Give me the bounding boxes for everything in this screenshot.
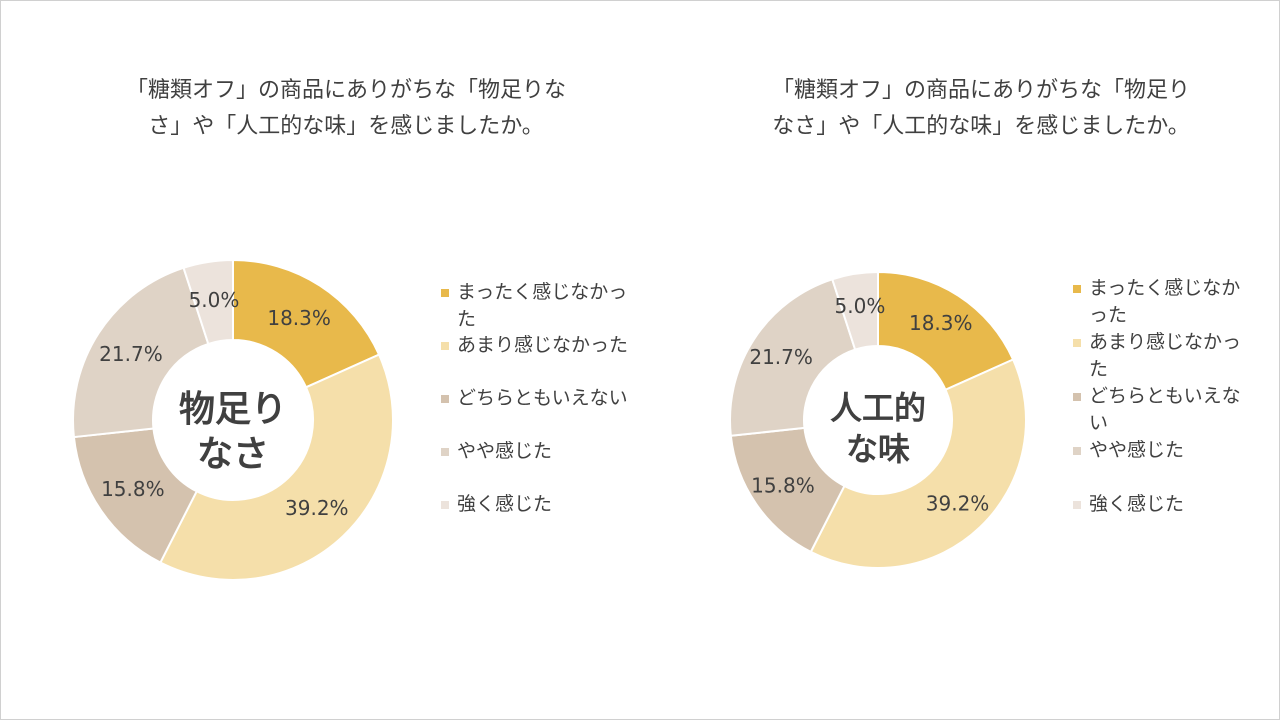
legend-label: やや感じた [1089, 439, 1185, 461]
chart-panel-right: 「糖類オフ」の商品にありがちな「物足り なさ」や「人工的な味」を感じましたか。 … [641, 1, 1279, 719]
legend-label: どちらともいえない [1089, 385, 1241, 434]
donut-slice [877, 270, 1015, 392]
center-label-line-2: な味 [846, 430, 910, 468]
legend-swatch [1073, 447, 1081, 455]
legend-right: まったく感じなかった あまり感じなかった どちらともいえない やや感じた 強く感… [1073, 275, 1253, 545]
donut-slice [182, 258, 234, 346]
legend-swatch [1073, 285, 1081, 293]
legend-item: 強く感じた [441, 491, 636, 544]
legend-swatch [441, 395, 449, 403]
data-label: 21.7% [749, 345, 813, 369]
data-label: 5.0% [835, 294, 886, 318]
data-label: 39.2% [926, 492, 990, 516]
legend-label: あまり感じなかった [457, 334, 629, 356]
legend-item: あまり感じなかった [1073, 329, 1253, 383]
legend-left: まったく感じなかった あまり感じなかった どちらともいえない やや感じた 強く感… [441, 279, 636, 544]
data-label: 21.7% [99, 342, 163, 366]
chart-title-line: 「糖類オフ」の商品にありがちな「物足り [771, 78, 1190, 103]
legend-swatch [441, 342, 449, 350]
legend-label: まったく感じなかった [457, 281, 628, 330]
legend-item: あまり感じなかった [441, 332, 636, 385]
data-label: 15.8% [101, 477, 165, 501]
legend-item: どちらともいえない [441, 385, 636, 438]
data-label: 5.0% [189, 288, 240, 312]
chart-title-right: 「糖類オフ」の商品にありがちな「物足り なさ」や「人工的な味」を感じましたか。 [746, 73, 1216, 145]
legend-label: あまり感じなかった [1089, 331, 1242, 380]
donut-slice [72, 266, 210, 439]
legend-item: どちらともいえない [1073, 383, 1253, 437]
legend-item: やや感じた [441, 438, 636, 491]
legend-label: どちらともいえない [457, 387, 628, 409]
chart-title-line: さ」や「人工的な味」を感じましたか。 [148, 114, 544, 139]
legend-item: やや感じた [1073, 437, 1253, 491]
chart-title-line: なさ」や「人工的な味」を感じましたか。 [772, 114, 1190, 139]
donut-chart-left: 18.3% 39.2% 15.8% 21.7% 5.0% 物足り なさ [72, 258, 394, 581]
chart-title-line: 「糖類オフ」の商品にありがちな「物足りな [125, 78, 566, 103]
donut-slice [159, 353, 394, 581]
legend-swatch [1073, 393, 1081, 401]
legend-swatch [441, 501, 449, 509]
legend-label: やや感じた [457, 440, 553, 462]
donut-slice [831, 270, 879, 351]
donut-slice [729, 277, 857, 437]
legend-label: 強く感じた [1089, 493, 1185, 515]
donut-slice [72, 427, 199, 564]
legend-swatch [1073, 501, 1081, 509]
data-label: 18.3% [909, 311, 973, 335]
legend-swatch [441, 289, 449, 297]
data-label: 39.2% [285, 496, 349, 520]
legend-swatch [1073, 339, 1081, 347]
chart-panel-left: 「糖類オフ」の商品にありがちな「物足りな さ」や「人工的な味」を感じましたか。 … [1, 1, 641, 719]
donut-slice [232, 258, 381, 389]
legend-swatch [441, 448, 449, 456]
center-label-line-1: 物足り [179, 389, 287, 430]
center-label-line-2: なさ [197, 434, 269, 475]
center-label-line-1: 人工的 [830, 389, 926, 427]
donut-slice [809, 358, 1027, 569]
legend-item: 強く感じた [1073, 491, 1253, 545]
data-label: 15.8% [751, 473, 815, 497]
legend-label: まったく感じなかった [1089, 277, 1241, 326]
legend-item: まったく感じなかった [1073, 275, 1253, 329]
chart-title-left: 「糖類オフ」の商品にありがちな「物足りな さ」や「人工的な味」を感じましたか。 [96, 73, 596, 145]
data-label: 18.3% [267, 306, 331, 330]
donut-chart-right: 18.3% 39.2% 15.8% 21.7% 5.0% 人工的 な味 [729, 270, 1027, 569]
legend-item: まったく感じなかった [441, 279, 636, 332]
legend-label: 強く感じた [457, 493, 553, 515]
